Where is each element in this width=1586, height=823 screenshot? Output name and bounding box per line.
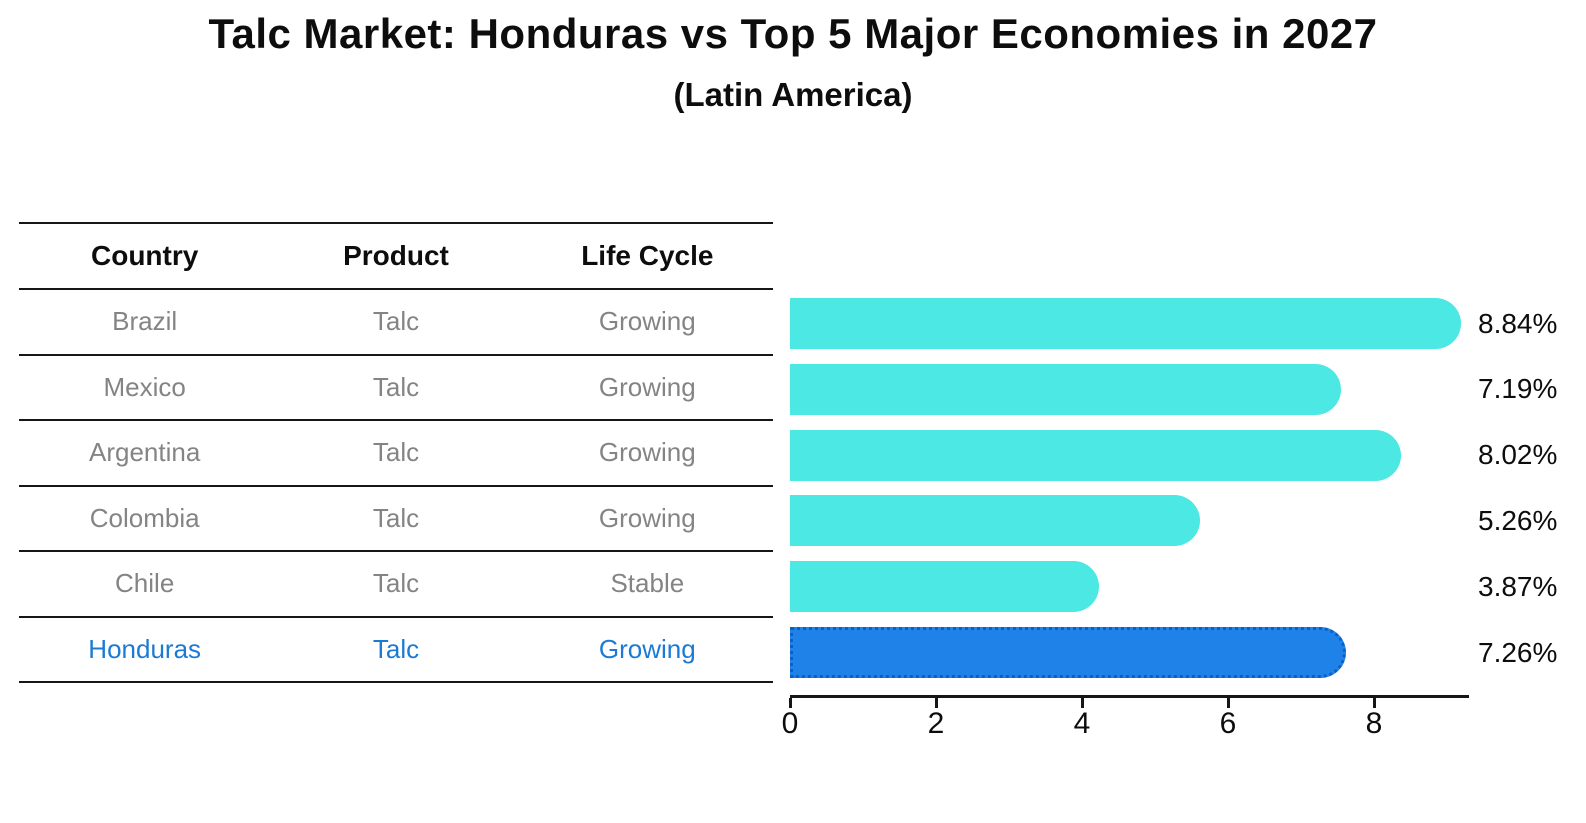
x-axis-line: [790, 695, 1469, 698]
table-row: Chile Talc Stable: [19, 551, 773, 618]
x-axis-tick: [1372, 698, 1376, 708]
cell-life-cycle: Growing: [521, 420, 773, 487]
x-axis-tick: [934, 698, 938, 708]
column-header-product: Product: [270, 223, 522, 290]
table-row: Argentina Talc Growing: [19, 420, 773, 487]
bar-colombia: [790, 495, 1200, 547]
bar-value-label: 8.84%: [1478, 307, 1558, 339]
x-axis-tick-label: 2: [927, 707, 945, 740]
table-header-row: Country Product Life Cycle: [19, 223, 773, 290]
table-row: Colombia Talc Growing: [19, 485, 773, 552]
cell-product: Talc: [270, 354, 522, 421]
table-row: Honduras Talc Growing: [19, 616, 773, 683]
x-axis-tick-label: 8: [1365, 707, 1383, 740]
bar-brazil: [790, 298, 1462, 349]
bar-mexico: [790, 363, 1341, 415]
bar-value-label: 7.19%: [1478, 373, 1558, 405]
bar-value-label: 7.26%: [1478, 636, 1558, 668]
cell-life-cycle: Growing: [521, 616, 773, 683]
cell-life-cycle: Growing: [521, 354, 773, 421]
chart-subtitle: (Latin America): [673, 76, 913, 113]
cell-product: Talc: [270, 551, 522, 618]
cell-country: Argentina: [19, 420, 271, 487]
cell-life-cycle: Growing: [521, 485, 773, 552]
table-row: Mexico Talc Growing: [19, 354, 773, 421]
cell-country: Colombia: [19, 485, 271, 552]
cell-country: Mexico: [19, 354, 271, 421]
x-axis-tick: [788, 698, 792, 708]
cell-life-cycle: Growing: [521, 289, 773, 356]
x-axis-tick: [1080, 698, 1084, 708]
bar-chile: [790, 561, 1099, 613]
column-header-life-cycle: Life Cycle: [521, 223, 773, 290]
x-axis-tick-label: 4: [1073, 707, 1091, 740]
x-axis-tick: [1226, 698, 1230, 708]
table-row: Brazil Talc Growing: [19, 289, 773, 356]
cell-product: Talc: [270, 289, 522, 356]
column-header-country: Country: [19, 223, 271, 290]
country-table: Country Product Life Cycle Brazil Talc Gro…: [19, 222, 773, 683]
x-axis-tick-label: 6: [1219, 707, 1237, 740]
cell-product: Talc: [270, 616, 522, 683]
bar-value-label: 5.26%: [1478, 504, 1558, 536]
cell-life-cycle: Stable: [521, 551, 773, 618]
chart-title: Talc Market: Honduras vs Top 5 Major Eco…: [208, 10, 1378, 57]
x-axis-tick-label: 0: [781, 707, 799, 740]
bar-value-label: 3.87%: [1478, 570, 1558, 602]
bar-value-label: 8.02%: [1478, 439, 1558, 471]
cell-product: Talc: [270, 485, 522, 552]
cell-product: Talc: [270, 420, 522, 487]
cell-country: Brazil: [19, 289, 271, 356]
bar-argentina: [790, 429, 1402, 481]
bar-honduras: [790, 627, 1346, 678]
cell-country: Honduras: [19, 616, 271, 683]
cell-country: Chile: [19, 551, 271, 618]
